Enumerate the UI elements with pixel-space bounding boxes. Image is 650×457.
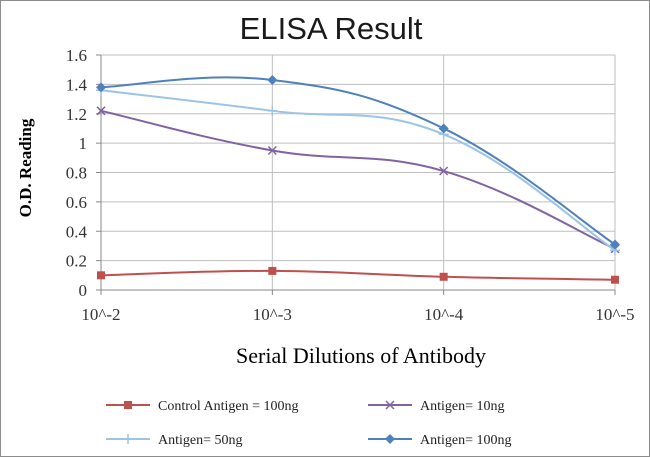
legend-item: Control Antigen = 100ng (106, 399, 299, 414)
chart-title: ELISA Result (240, 11, 423, 46)
legend-label: Antigen= 50ng (158, 433, 243, 448)
data-point (385, 434, 395, 444)
series-3 (96, 85, 620, 256)
series-group (96, 74, 620, 284)
data-point (439, 166, 449, 176)
gridlines (101, 54, 616, 290)
data-point (96, 82, 106, 93)
x-tick-label: 10^-3 (253, 305, 292, 324)
data-point-stroke (385, 400, 395, 410)
x-axis-title: Serial Dilutions of Antibody (236, 343, 486, 368)
data-point-stroke (96, 106, 106, 116)
series-line (100, 269, 616, 281)
data-point-stroke (267, 145, 277, 155)
data-point (268, 266, 277, 275)
legend-item: Antigen= 50ng (106, 433, 243, 448)
legend-label: Control Antigen = 100ng (158, 399, 299, 414)
y-tick-label: 1 (79, 134, 88, 153)
data-point (97, 271, 105, 280)
y-tick-label: 0 (79, 281, 88, 300)
data-point (267, 105, 278, 116)
data-point (610, 239, 620, 250)
x-tick-label: 10^-5 (595, 305, 634, 324)
data-point-stroke (439, 166, 449, 176)
legend-label: Antigen= 100ng (420, 433, 512, 448)
legend-item: Antigen= 100ng (368, 433, 512, 448)
y-tick-label: 0.8 (66, 164, 87, 183)
data-point (439, 272, 448, 281)
legend: Control Antigen = 100ng Antigen= 10ng Anti… (106, 399, 512, 448)
data-point (123, 434, 133, 444)
y-tick-label: 0.6 (66, 193, 87, 212)
y-axis-title: O.D. Reading (16, 118, 35, 217)
data-point (267, 145, 277, 155)
y-tick-label: 1.6 (66, 46, 87, 65)
data-point (438, 123, 449, 134)
axes: 0 0.2 0.4 0.6 0.8 1 1.2 1.4 1.6 10^-2 10^-3 10^-4 10… (66, 46, 635, 324)
legend-label: Antigen= 10ng (420, 399, 505, 414)
data-point (611, 275, 619, 284)
y-tick-label: 1.4 (66, 75, 88, 94)
legend-item: Antigen= 10ng (368, 399, 505, 414)
data-point (96, 106, 106, 116)
series-line (100, 76, 616, 246)
y-tick-label: 0.4 (66, 222, 88, 241)
series-line (100, 109, 616, 250)
x-tick-label: 10^-4 (424, 305, 464, 324)
data-point (124, 401, 132, 409)
data-point (385, 400, 395, 410)
y-tick-label: 0.2 (66, 252, 87, 271)
x-tick-label: 10^-2 (81, 305, 120, 324)
data-point (267, 74, 278, 85)
series-line (100, 89, 616, 252)
series-1 (97, 266, 619, 284)
y-tick-label: 1.2 (66, 105, 87, 124)
series-4 (96, 74, 620, 250)
